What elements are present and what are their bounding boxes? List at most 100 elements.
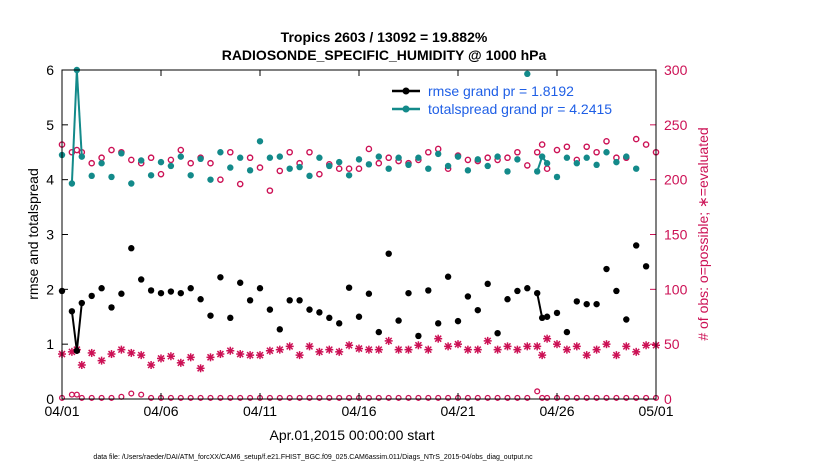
evaluated-obs-point — [236, 350, 245, 359]
possible-obs-point-bottom — [98, 394, 105, 401]
possible-obs-point-bottom — [593, 394, 600, 401]
evaluated-obs-point — [553, 340, 561, 349]
asterisk-stroke — [286, 342, 294, 350]
possible-obs-point-bottom — [346, 394, 353, 401]
possible-obs-point — [538, 141, 546, 148]
evaluated-obs-point — [364, 345, 373, 354]
evaluated-obs-point — [538, 351, 547, 360]
asterisk-stroke — [157, 354, 165, 362]
totalspread-point — [197, 155, 204, 163]
evaluated-obs-point — [97, 356, 106, 365]
totalspread-point — [593, 161, 600, 169]
possible-obs-point-bottom — [316, 394, 323, 401]
possible-obs-point-bottom — [88, 394, 95, 401]
possible-obs-point-bottom — [266, 394, 273, 401]
totalspread-point — [266, 154, 274, 161]
totalspread-point — [157, 158, 165, 166]
legend-marker-rmse — [402, 87, 410, 95]
possible-obs-point-bottom — [504, 394, 511, 401]
y-right-axis-ticks: 0 50 100 150 200 250 300 — [650, 62, 688, 407]
rmse-point — [118, 290, 125, 297]
rmse-point — [395, 317, 402, 324]
legend-marker-totalspread — [402, 105, 410, 113]
asterisk-stroke — [127, 349, 135, 357]
possible-obs-point — [266, 187, 274, 194]
asterisk-stroke — [464, 346, 472, 354]
rmse-series — [58, 242, 650, 354]
asterisk-stroke — [454, 340, 462, 348]
possible-obs-point — [226, 148, 234, 156]
evaluated-obs-point — [414, 341, 423, 350]
possible-obs-point-bottom — [365, 394, 372, 401]
asterisk-stroke — [538, 351, 546, 359]
possible-obs-point-bottom — [583, 394, 590, 401]
possible-obs-point — [335, 165, 343, 172]
totalspread-point — [326, 162, 333, 170]
asterisk-stroke — [503, 342, 512, 350]
possible-obs-point-bottom — [138, 391, 145, 398]
totalspread-point — [524, 70, 531, 78]
rmse-point — [246, 297, 254, 304]
possible-obs-point-bottom — [73, 391, 80, 398]
evaluated-obs-point — [345, 341, 354, 350]
rmse-point — [157, 289, 165, 297]
asterisk-stroke — [385, 337, 393, 345]
evaluated-obs-point — [216, 350, 225, 359]
rmse-point — [316, 309, 323, 316]
evaluated-obs-point — [513, 345, 522, 354]
rmse-point — [73, 347, 81, 354]
asterisk-stroke — [276, 346, 284, 354]
y-right-tick-label: 300 — [664, 62, 688, 78]
rmse-point — [147, 287, 155, 294]
rmse-point — [543, 313, 551, 320]
evaluated-obs-point — [206, 353, 215, 362]
chart-subtitle: RADIOSONDE_SPECIFIC_HUMIDITY @ 1000 hPa — [222, 47, 547, 63]
evaluated-obs-point — [196, 364, 205, 373]
asterisk-stroke — [107, 350, 116, 358]
possible-obs-point-bottom — [237, 394, 244, 401]
asterisk-stroke — [266, 347, 274, 355]
evaluated-obs-point — [632, 347, 641, 356]
possible-obs-point — [553, 146, 561, 154]
possible-obs-point — [236, 180, 244, 188]
asterisk-stroke — [404, 346, 413, 354]
rmse-point — [68, 308, 76, 315]
evaluated-obs-point — [226, 346, 235, 355]
totalspread-point — [385, 165, 392, 172]
asterisk-stroke — [424, 346, 432, 354]
rmse-point — [326, 314, 333, 322]
totalspread-point — [613, 158, 620, 166]
asterisk-stroke — [206, 353, 215, 361]
evaluated-obs-point — [483, 336, 492, 345]
possible-obs-point-bottom — [484, 394, 491, 401]
x-tick-label: 04/26 — [539, 403, 574, 419]
totalspread-point — [217, 149, 224, 156]
asterisk-stroke — [513, 346, 521, 354]
rmse-point — [603, 265, 610, 273]
y-left-axis-ticks: 0 1 2 3 4 5 6 — [46, 62, 68, 407]
totalspread-point — [573, 160, 580, 167]
asterisk-stroke — [543, 335, 551, 343]
totalspread-point — [237, 154, 244, 161]
possible-obs-point-bottom — [643, 394, 650, 401]
x-tick-label: 04/16 — [341, 403, 376, 419]
rmse-point — [336, 320, 343, 327]
asterisk-stroke — [523, 342, 531, 350]
rmse-point — [563, 328, 571, 336]
possible-obs-point — [563, 143, 571, 151]
asterisk-stroke — [622, 342, 630, 350]
evaluated-obs-point — [444, 342, 453, 351]
evaluated-obs-point — [147, 361, 156, 370]
possible-obs-point — [345, 165, 353, 172]
possible-obs-point — [147, 154, 155, 162]
asterisk-stroke — [335, 348, 343, 356]
evaluated-obs-point — [166, 352, 175, 361]
x-tick-label: 04/01 — [44, 403, 79, 419]
totalspread-point — [534, 168, 541, 175]
totalspread-series — [58, 66, 640, 187]
possible-obs-point-bottom — [375, 394, 382, 401]
possible-obs-point-bottom — [613, 394, 620, 401]
possible-obs-point-bottom — [247, 394, 254, 401]
possible-obs-point-bottom — [385, 394, 392, 401]
asterisk-stroke — [533, 342, 541, 350]
